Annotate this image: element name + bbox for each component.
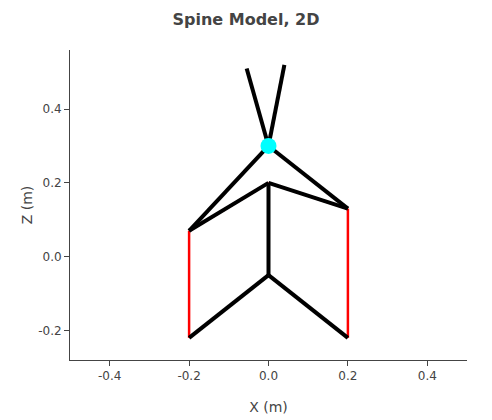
svg-text:Spine Model, 2D: Spine Model, 2D [172, 10, 319, 29]
svg-text:-0.4: -0.4 [98, 369, 121, 383]
svg-text:0.2: 0.2 [43, 176, 62, 190]
svg-text:X (m): X (m) [249, 399, 288, 415]
svg-text:0.4: 0.4 [43, 102, 62, 116]
svg-text:-0.2: -0.2 [177, 369, 200, 383]
svg-text:Z (m): Z (m) [19, 186, 35, 225]
svg-text:-0.2: -0.2 [38, 324, 61, 338]
svg-text:0.4: 0.4 [418, 369, 437, 383]
svg-text:0.2: 0.2 [338, 369, 357, 383]
svg-text:0.0: 0.0 [43, 250, 62, 264]
svg-text:0.0: 0.0 [259, 369, 278, 383]
